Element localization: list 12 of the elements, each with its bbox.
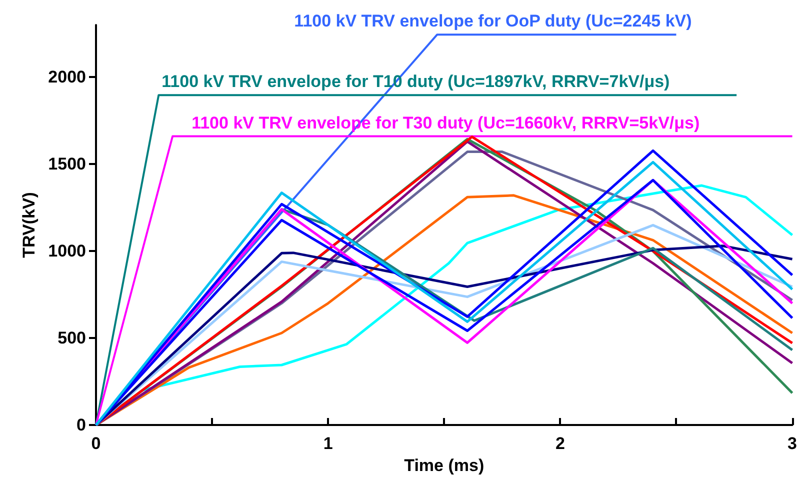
x-tick-label: 2 xyxy=(555,434,565,453)
x-tick-label: 1 xyxy=(323,434,333,453)
x-tick-label: 0 xyxy=(91,434,101,453)
series-label: 1100 kV TRV envelope for OoP duty (Uc=2245 kV) xyxy=(294,12,692,31)
y-tick-label: 1500 xyxy=(48,154,86,174)
y-tick-label: 1000 xyxy=(48,242,86,261)
x-axis-title: Time (ms) xyxy=(404,456,484,475)
y-tick-label: 500 xyxy=(58,328,86,348)
y-tick-label: 0 xyxy=(76,416,86,434)
x-tick-label: 3 xyxy=(788,434,798,453)
y-tick-label: 2000 xyxy=(48,68,86,87)
y-axis-title: TRV(kV) xyxy=(19,192,38,258)
